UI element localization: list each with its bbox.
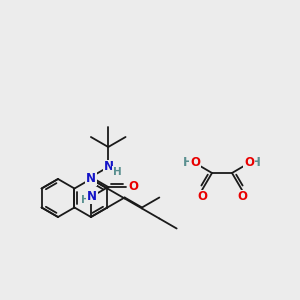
- Text: N: N: [104, 160, 114, 173]
- Text: O: O: [244, 157, 254, 169]
- Text: O: O: [128, 181, 138, 194]
- Text: O: O: [197, 190, 207, 203]
- Text: H: H: [113, 167, 122, 177]
- Text: N: N: [86, 172, 96, 185]
- Text: H: H: [80, 195, 89, 205]
- Text: O: O: [190, 157, 200, 169]
- Text: H: H: [251, 157, 261, 169]
- Text: O: O: [237, 190, 247, 203]
- Text: N: N: [87, 190, 97, 203]
- Text: H: H: [183, 157, 193, 169]
